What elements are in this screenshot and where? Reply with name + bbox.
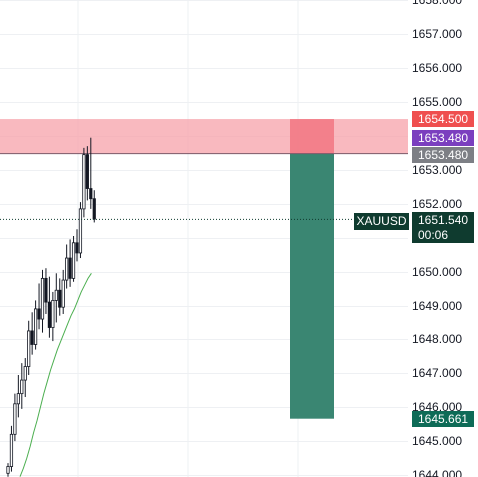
price-axis-tick: 1650.000 (412, 264, 463, 279)
candle-body (54, 289, 58, 301)
price-axis-tick: 1647.000 (412, 366, 463, 381)
price-axis-tick: 1645.000 (412, 434, 463, 449)
entry-price-secondary-tag: 1653.480 (412, 146, 474, 163)
candle-body (51, 300, 55, 328)
price-axis-tick: 1653.000 (412, 162, 463, 177)
bar-countdown: 00:06 (418, 228, 449, 242)
candle-body (47, 301, 52, 328)
candle-body (20, 379, 24, 395)
moving-average-line (19, 273, 92, 477)
candle-body (6, 466, 10, 474)
candle-body (92, 198, 96, 220)
candle-body (68, 257, 72, 279)
candle-body (40, 277, 45, 320)
price-axis-tick: 1648.000 (412, 332, 463, 347)
candle-body (34, 308, 38, 345)
candle-body (9, 433, 14, 467)
stop-loss-price-tag: 1654.500 (412, 111, 474, 128)
price-axis-tick: 1658.000 (412, 0, 463, 8)
candle-body (82, 154, 86, 210)
price-axis-tick: 1644.000 (412, 468, 463, 477)
take-profit-price-tag: 1645.661 (412, 410, 474, 427)
candle-body (44, 277, 48, 303)
candle-body (16, 393, 20, 405)
candle-body (23, 366, 27, 381)
candle-body (61, 279, 65, 308)
candle-body (71, 242, 76, 279)
last-price-tag: 1651.540 00:06 (412, 212, 474, 243)
entry-price-tag: 1653.480 (412, 129, 474, 146)
candle-body (65, 257, 69, 281)
risk-zone (0, 119, 408, 154)
last-price-value: 1651.540 (418, 213, 469, 227)
price-axis-tick: 1652.000 (412, 196, 463, 211)
candle-body (58, 289, 62, 308)
price-axis-tick: 1649.000 (412, 298, 463, 313)
candle-body (78, 208, 83, 254)
candle-body (27, 330, 31, 367)
risk-box (290, 119, 334, 154)
candle-body (85, 154, 89, 189)
candle-body (30, 330, 34, 345)
price-axis-tick: 1657.000 (412, 27, 463, 42)
symbol-label: XAUUSD (354, 213, 409, 230)
candle-body (13, 403, 17, 435)
price-axis-tick: 1656.000 (412, 61, 463, 76)
price-axis-tick: 1655.000 (412, 95, 463, 110)
reward-box (290, 153, 334, 419)
candle-body (37, 308, 41, 320)
candle-body (75, 242, 79, 254)
candle-body (89, 188, 93, 200)
